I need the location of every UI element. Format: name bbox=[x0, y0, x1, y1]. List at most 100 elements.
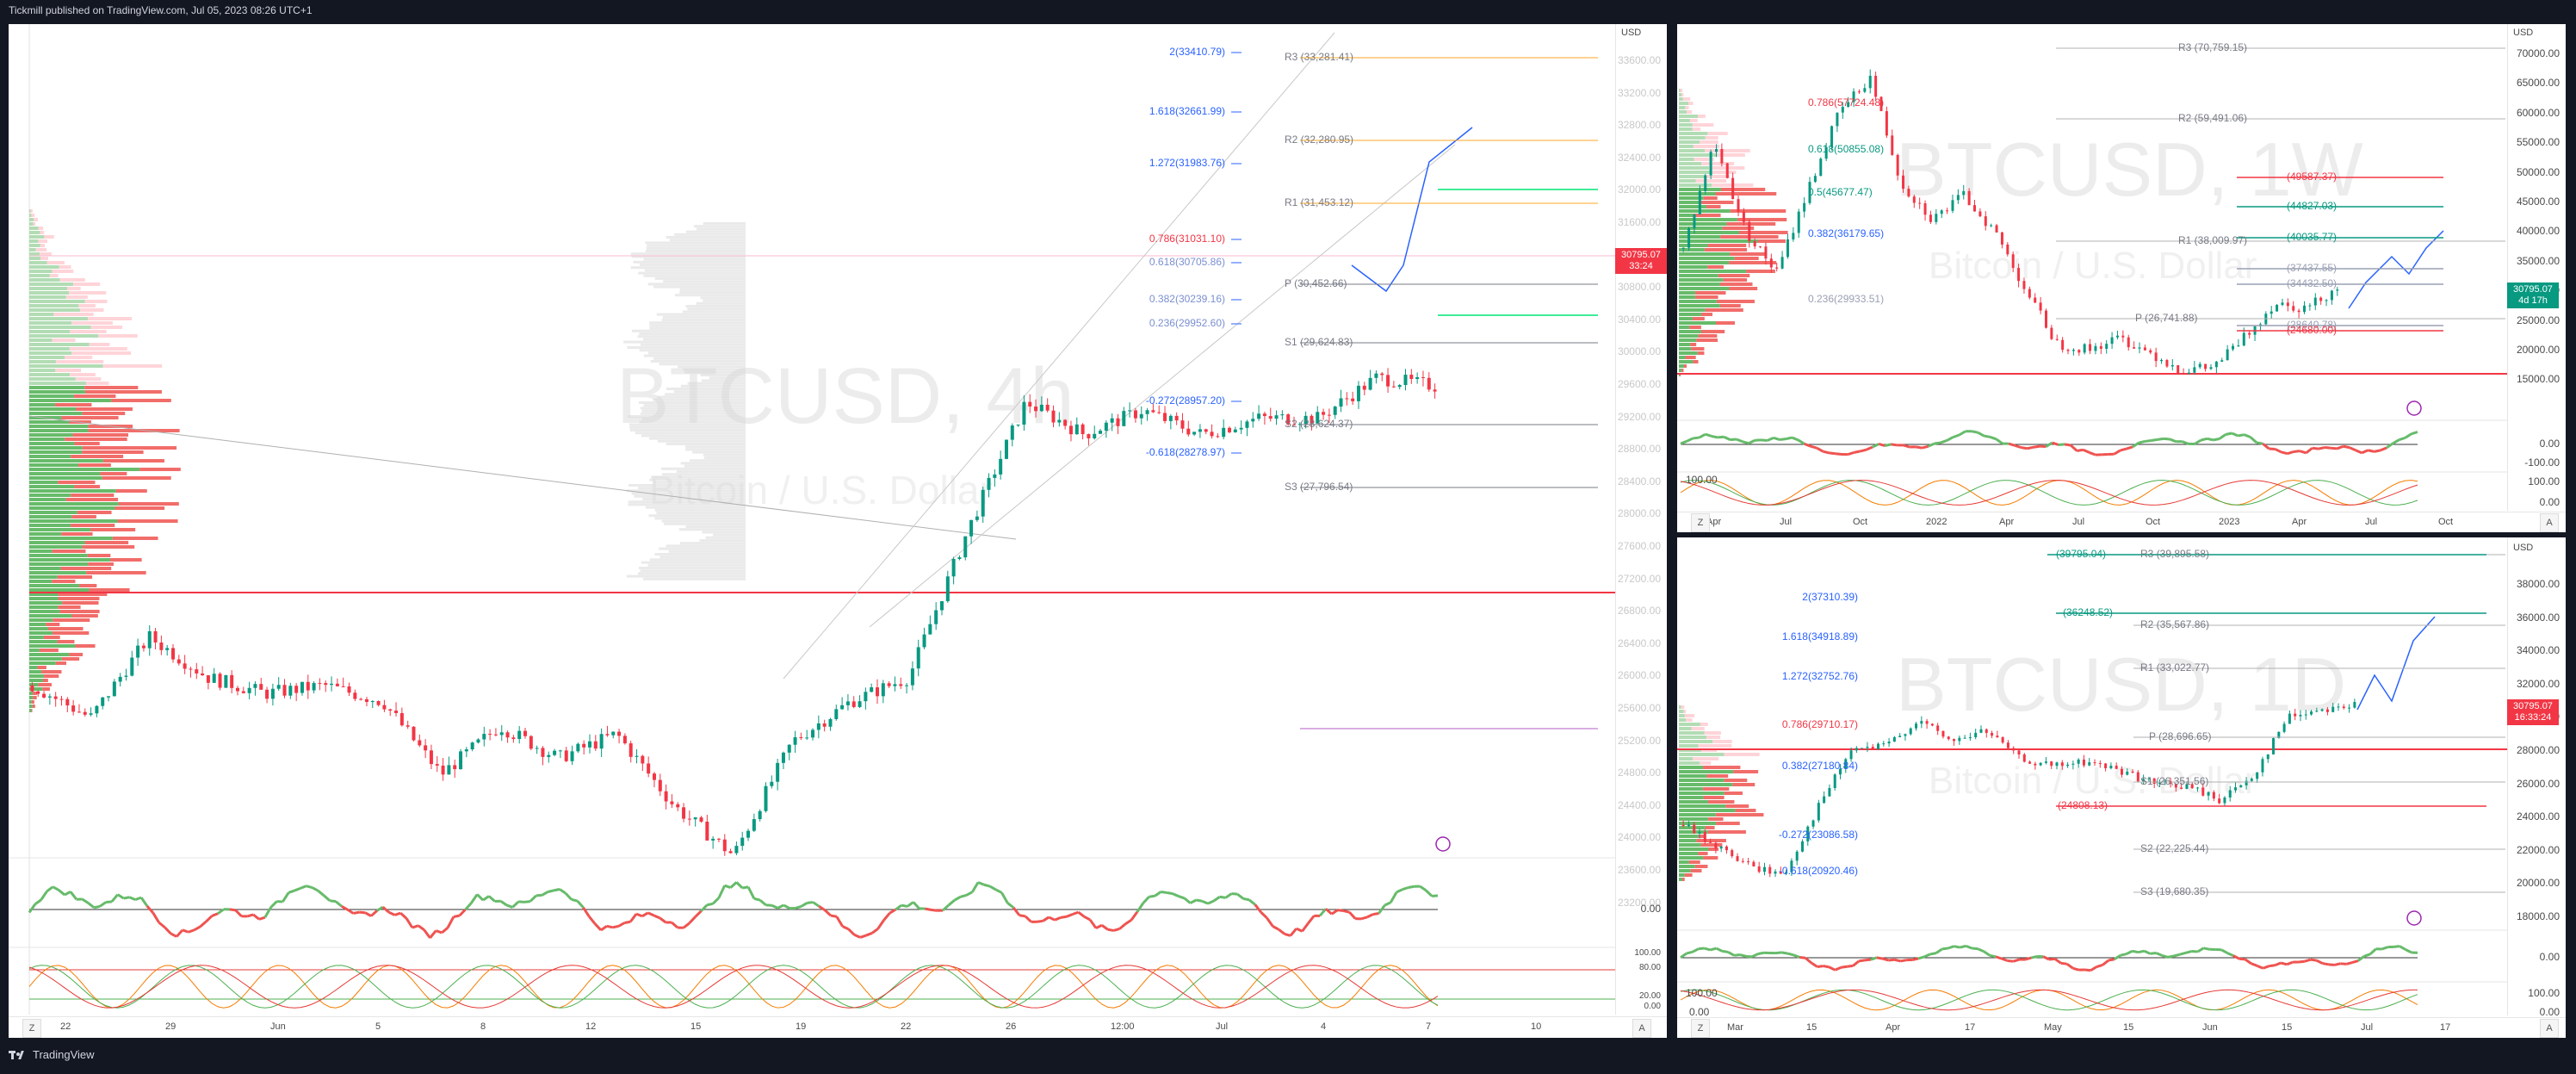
weekly-oscillator-segment bbox=[2411, 431, 2418, 436]
weekly-volume-profile-bar bbox=[1729, 287, 1758, 290]
daily-fib-label: -0.618(20920.46) bbox=[1778, 865, 1858, 877]
daily-oscillator-segment bbox=[2369, 947, 2377, 956]
daily-candle-body bbox=[1785, 872, 1788, 874]
main-volume-profile-bar bbox=[49, 274, 59, 277]
daily-oscillator-segment bbox=[2096, 963, 2103, 968]
main-oscillator-segment bbox=[1149, 894, 1155, 898]
weekly-volume-profile-bar bbox=[1700, 313, 1712, 316]
daily-volume-profile-bar bbox=[1679, 714, 1685, 717]
daily-oscillator-segment bbox=[1686, 950, 1694, 955]
main-oscillator-segment bbox=[446, 916, 455, 928]
weekly-volume-profile-bar bbox=[1681, 93, 1684, 96]
main-candle-body bbox=[1386, 375, 1390, 387]
weekly-oscillator-segment bbox=[1866, 445, 1873, 451]
weekly-price-axis[interactable]: USD 70000.00 65000.00 60000.00 55000.00 5000… bbox=[2507, 24, 2566, 511]
weekly-oscillator-segment bbox=[1816, 446, 1824, 453]
main-volume-profile-bar bbox=[102, 476, 171, 480]
weekly-volume-profile-bar bbox=[1698, 115, 1706, 118]
weekly-time-axis[interactable]: Apr Jul Oct 2022 Apr Jul Oct 2023 Apr Jul Oct Z A bbox=[1677, 512, 2566, 532]
weekly-price-chart[interactable] bbox=[1677, 24, 2508, 511]
main-oscillator-segment bbox=[64, 890, 71, 897]
main-volume-profile-bar bbox=[85, 382, 109, 385]
main-volume-profile-bar bbox=[29, 700, 32, 704]
main-volume-profile-bar bbox=[98, 334, 138, 338]
main-candle-body bbox=[107, 696, 111, 698]
main-oscillator-segment bbox=[818, 905, 826, 912]
main-candle-body bbox=[1110, 418, 1114, 423]
main-volume-profile-bar bbox=[29, 528, 91, 531]
main-volume-profile-bar bbox=[53, 313, 94, 316]
weekly-chart-pane[interactable]: BTCUSD, 1W Bitcoin / U.S. Dollar USD 700… bbox=[1677, 24, 2566, 532]
weekly-oscillator-segment bbox=[2151, 438, 2158, 442]
weekly-oscillator-segment bbox=[2318, 446, 2325, 450]
daily-chart-pane[interactable]: BTCUSD, 1D Bitcoin / U.S. Dollar USD 380… bbox=[1677, 537, 2566, 1038]
main-volume-profile-bar bbox=[29, 524, 71, 527]
main-candle-body bbox=[1339, 398, 1343, 407]
main-visible-range-profile-bar bbox=[705, 536, 746, 539]
main-candle-body bbox=[165, 648, 170, 650]
daily-candle-body bbox=[1681, 824, 1685, 826]
daily-pivot-label: S2 (22,225.44) bbox=[2140, 842, 2209, 854]
daily-volume-profile-bar bbox=[1679, 847, 1709, 851]
main-volume-profile-bar bbox=[29, 356, 65, 359]
weekly-oscillator-segment bbox=[2033, 444, 2040, 449]
main-oscillator-segment bbox=[269, 900, 278, 909]
main-fib-label: 2(33410.79) bbox=[1169, 46, 1225, 58]
weekly-candle-body bbox=[1687, 228, 1691, 248]
main-oscillator-segment bbox=[711, 897, 720, 905]
main-volume-profile-bar bbox=[29, 515, 72, 518]
daily-oscillator-segment bbox=[2065, 962, 2074, 970]
main-volume-profile-bar bbox=[29, 209, 31, 213]
weekly-zoom-button[interactable]: Z bbox=[1691, 513, 1710, 532]
weekly-y-tick: 25000.00 bbox=[2516, 314, 2560, 326]
main-candle-body bbox=[429, 750, 433, 765]
main-volume-profile-bar bbox=[73, 394, 116, 398]
main-y-tick: 27200.00 bbox=[1617, 572, 1661, 585]
daily-oscillator-segment bbox=[1983, 950, 1991, 957]
main-oscillator-segment bbox=[487, 895, 496, 903]
main-time-axis[interactable]: 22 29 Jun 5 8 12 15 19 22 26 12:00 Jul 4 7 10 Z A bbox=[9, 1016, 1667, 1038]
daily-oscillator-segment bbox=[2232, 954, 2240, 960]
main-chart-pane[interactable]: BTCUSD, 4h Bitcoin / U.S. Dollar USD 336… bbox=[9, 24, 1667, 1038]
weekly-auto-scale-button[interactable]: A bbox=[2540, 513, 2559, 532]
main-volume-profile-bar bbox=[65, 438, 127, 441]
daily-price-axis[interactable]: USD 38000.0036000.0034000.0032000.003000… bbox=[2507, 537, 2566, 1018]
main-oscillator-segment bbox=[341, 904, 349, 911]
main-candle-body bbox=[916, 647, 920, 669]
main-price-axis[interactable]: USD 33600.00 33200.00 32800.00 32400.00 3200… bbox=[1615, 24, 1667, 1015]
daily-price-chart[interactable] bbox=[1677, 537, 2508, 1015]
weekly-currency-label: USD bbox=[2513, 28, 2534, 38]
main-volume-profile-bar bbox=[29, 640, 58, 643]
daily-volume-profile-bar bbox=[1724, 753, 1760, 756]
daily-volume-profile-bar bbox=[1679, 800, 1708, 804]
main-volume-profile-bar bbox=[55, 360, 104, 363]
weekly-volume-profile-bar bbox=[1679, 351, 1698, 355]
weekly-oscillator-segment bbox=[1791, 436, 1799, 442]
weekly-volume-profile-bar bbox=[1679, 227, 1723, 230]
daily-auto-scale-button[interactable]: A bbox=[2540, 1019, 2559, 1038]
daily-time-axis[interactable]: Mar 15 Apr 17 May 15 Jun 15 Jul 17 Z A bbox=[1677, 1017, 2566, 1038]
daily-oscillator-segment bbox=[2310, 958, 2317, 962]
weekly-oscillator-segment bbox=[2169, 438, 2177, 444]
main-auto-scale-button[interactable]: A bbox=[1632, 1019, 1651, 1038]
main-candle-body bbox=[1391, 386, 1396, 388]
main-oscillator-segment bbox=[193, 925, 201, 932]
main-candle-body bbox=[1297, 424, 1302, 425]
main-candle-body bbox=[235, 687, 239, 692]
weekly-oscillator-segment bbox=[2132, 441, 2140, 449]
weekly-oscillator-segment bbox=[2113, 449, 2121, 456]
main-visible-range-profile-bar bbox=[645, 250, 746, 252]
main-oscillator-segment bbox=[1296, 927, 1303, 933]
main-price-chart[interactable] bbox=[9, 24, 1619, 1015]
tradingview-logo[interactable]: TradingView bbox=[9, 1048, 95, 1061]
weekly-oscillator-segment bbox=[2231, 431, 2239, 438]
main-candle-body bbox=[629, 743, 633, 757]
daily-zoom-button[interactable]: Z bbox=[1691, 1019, 1710, 1038]
main-zoom-button[interactable]: Z bbox=[22, 1019, 41, 1038]
main-visible-range-profile-bar bbox=[661, 519, 746, 523]
main-fib-label: 1.618(32661.99) bbox=[1149, 105, 1225, 117]
main-candle-body bbox=[1322, 412, 1326, 415]
main-x-tick: 12 bbox=[585, 1021, 597, 1032]
main-oscillator-segment bbox=[536, 893, 542, 897]
main-volume-profile-bar bbox=[29, 425, 89, 428]
